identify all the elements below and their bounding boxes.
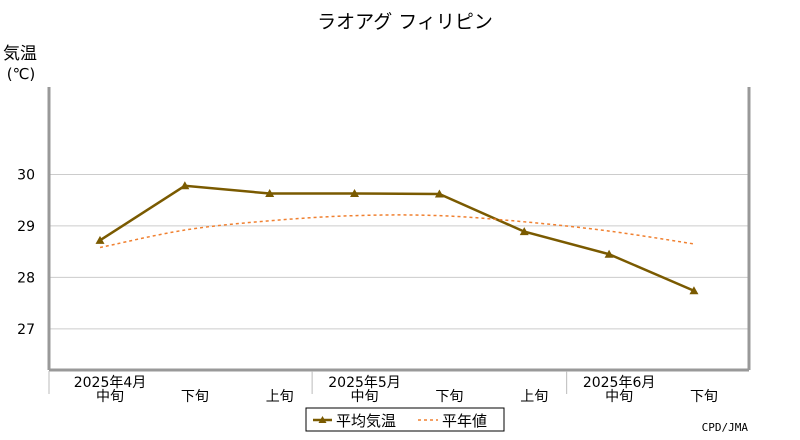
y-tick-label-29: 29 [17,219,35,235]
x-tick-label-5: 上旬 [520,389,548,405]
plot-frame [47,87,751,394]
x-tick-label-2: 上旬 [266,389,294,405]
series-line-0 [99,184,695,292]
x-month-label-2: 2025年6月 [583,375,656,391]
series-0 [95,181,699,295]
x-tick-label-6: 中旬 [605,389,633,405]
y-tick-label-28: 28 [17,270,35,286]
y-tick-labels: 27 28 29 30 [17,167,35,337]
x-tick-label-0: 中旬 [96,389,124,405]
grid [49,173,749,330]
x-month-label-0: 2025年4月 [74,375,147,391]
y-tick-label-27: 27 [17,322,35,338]
data-point-0-1 [180,181,190,190]
legend-marker-mean [318,416,327,423]
legend-label-normal: 平年値 [442,412,487,430]
data-point-0-7 [689,286,699,295]
x-tick-label-4: 下旬 [435,389,463,405]
legend-label-mean: 平均気温 [336,412,396,430]
series-1 [99,214,695,249]
chart-title: ラオアグ フィリピン [317,11,493,33]
data-point-0-0 [95,235,105,244]
x-tick-label-1: 下旬 [181,389,209,405]
y-tick-label-30: 30 [17,167,35,183]
credit-label: CPD/JMA [702,421,749,434]
data-point-0-6 [604,249,614,258]
legend: 平均気温 平年値 [305,407,505,432]
x-tick-label-3: 中旬 [351,389,379,405]
legend-box [305,407,505,432]
data-point-0-4 [434,189,444,198]
series [95,181,699,295]
data-point-0-3 [350,189,360,198]
y-axis-unit: (℃) [7,65,36,83]
data-point-0-5 [519,227,529,236]
data-point-0-2 [265,189,275,198]
x-month-label-1: 2025年5月 [328,375,401,391]
x-tick-label-7: 下旬 [690,389,718,405]
y-axis-label: 気温 [3,44,37,64]
series-line-1 [99,214,695,249]
